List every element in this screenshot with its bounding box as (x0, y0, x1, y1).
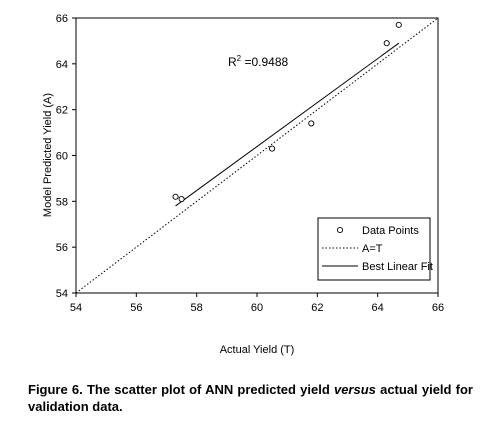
y-tick-label: 58 (56, 196, 68, 208)
legend-box (317, 217, 431, 281)
data-point (395, 21, 402, 28)
r-squared-r: R (228, 55, 237, 69)
r-squared-annotation: R2 =0.9488 (228, 54, 288, 69)
x-tick-label: 60 (251, 302, 263, 314)
legend-label-data-points: Data Points (362, 225, 419, 237)
x-tick-label: 66 (432, 302, 444, 314)
x-tick-label: 58 (191, 302, 203, 314)
y-tick-label: 56 (56, 242, 68, 254)
y-tick-label: 66 (56, 13, 68, 25)
x-tick-label: 62 (311, 302, 323, 314)
r-squared-value: =0.9488 (241, 55, 288, 69)
reference-line-a-equals-t (75, 17, 439, 294)
data-point (178, 195, 185, 203)
legend: Data Points A=T Best Linear Fit (317, 217, 433, 281)
data-point (269, 145, 276, 152)
y-tick-label: 54 (56, 288, 68, 300)
y-axis-title: Model Predicted Yield (A) (42, 93, 54, 217)
x-axis-ticks: 54 56 58 60 62 64 66 (70, 293, 444, 314)
figure-caption: Figure 6. The scatter plot of ANN predic… (28, 381, 473, 415)
x-axis-title: Actual Yield (T) (220, 344, 295, 356)
r-squared-exponent: 2 (237, 54, 242, 63)
data-point (308, 120, 315, 127)
caption-text-end: actual yield for validation data. (28, 382, 473, 414)
y-tick-label: 62 (56, 105, 68, 117)
y-tick-label: 64 (56, 59, 68, 71)
caption-text-start: Figure 6. The scatter plot of ANN predic… (28, 382, 334, 397)
x-tick-label: 56 (130, 302, 142, 314)
legend-marker-data-points (336, 226, 344, 234)
chart: 54 56 58 60 62 64 66 54 56 58 60 62 64 66 Model Pred… (42, 13, 444, 356)
data-point (383, 40, 390, 47)
y-axis-ticks: 54 56 58 60 62 64 66 (56, 13, 76, 300)
series-layer (75, 17, 439, 294)
legend-label-best-fit: Best Linear Fit (362, 261, 433, 273)
x-tick-label: 64 (372, 302, 384, 314)
y-tick-label: 60 (56, 151, 68, 163)
legend-label-a-equals-t: A=T (362, 243, 383, 255)
best-fit-line (175, 42, 400, 207)
data-point (172, 193, 179, 200)
caption-text-italic: versus (333, 382, 376, 397)
x-tick-label: 54 (70, 302, 82, 314)
